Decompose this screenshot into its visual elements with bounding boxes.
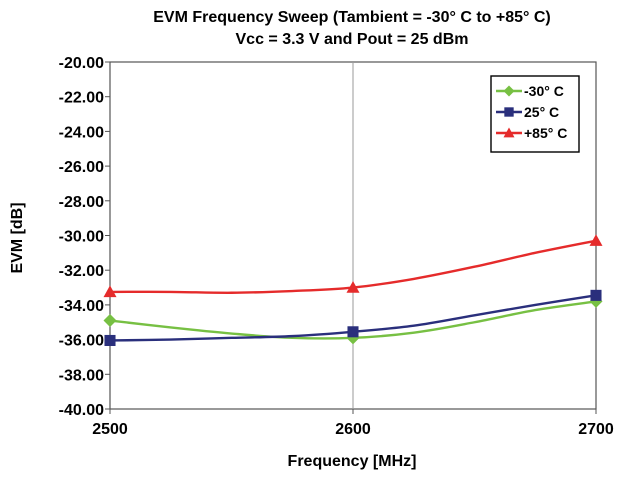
y-tick-label: -22.00 bbox=[59, 90, 104, 107]
x-tick-label: 2500 bbox=[92, 421, 128, 438]
y-tick-label: -20.00 bbox=[59, 55, 104, 72]
legend-label: -30° C bbox=[524, 83, 564, 99]
y-tick-label: -38.00 bbox=[59, 367, 104, 384]
y-tick-label: -32.00 bbox=[59, 263, 104, 280]
x-tick-label: 2600 bbox=[335, 421, 371, 438]
x-tick-label: 2700 bbox=[578, 421, 614, 438]
chart-subtitle: Vcc = 3.3 V and Pout = 25 dBm bbox=[236, 31, 469, 48]
data-point-85-c bbox=[589, 234, 603, 246]
legend-label: +85° C bbox=[524, 125, 567, 141]
y-tick-label: -36.00 bbox=[59, 333, 104, 350]
legend-label: 25° C bbox=[524, 104, 559, 120]
y-tick-label: -40.00 bbox=[59, 402, 104, 419]
data-point-25-c bbox=[590, 289, 602, 301]
y-tick-label: -30.00 bbox=[59, 229, 104, 246]
data-point-85-c bbox=[346, 281, 360, 293]
data-point-30-c bbox=[103, 314, 117, 328]
x-axis-label: Frequency [MHz] bbox=[288, 453, 417, 470]
legend-marker bbox=[503, 85, 515, 97]
y-tick-label: -24.00 bbox=[59, 124, 104, 141]
y-tick-label: -28.00 bbox=[59, 194, 104, 211]
data-point-25-c bbox=[104, 334, 116, 346]
data-point-85-c bbox=[103, 285, 117, 298]
y-tick-label: -34.00 bbox=[59, 298, 104, 315]
legend-marker bbox=[504, 107, 514, 117]
y-axis-label: EVM [dB] bbox=[9, 202, 26, 273]
chart-title: EVM Frequency Sweep (Tambient = -30° C t… bbox=[153, 9, 550, 26]
y-tick-label: -26.00 bbox=[59, 159, 104, 176]
legend-marker bbox=[503, 127, 515, 138]
data-point-25-c bbox=[347, 326, 359, 338]
